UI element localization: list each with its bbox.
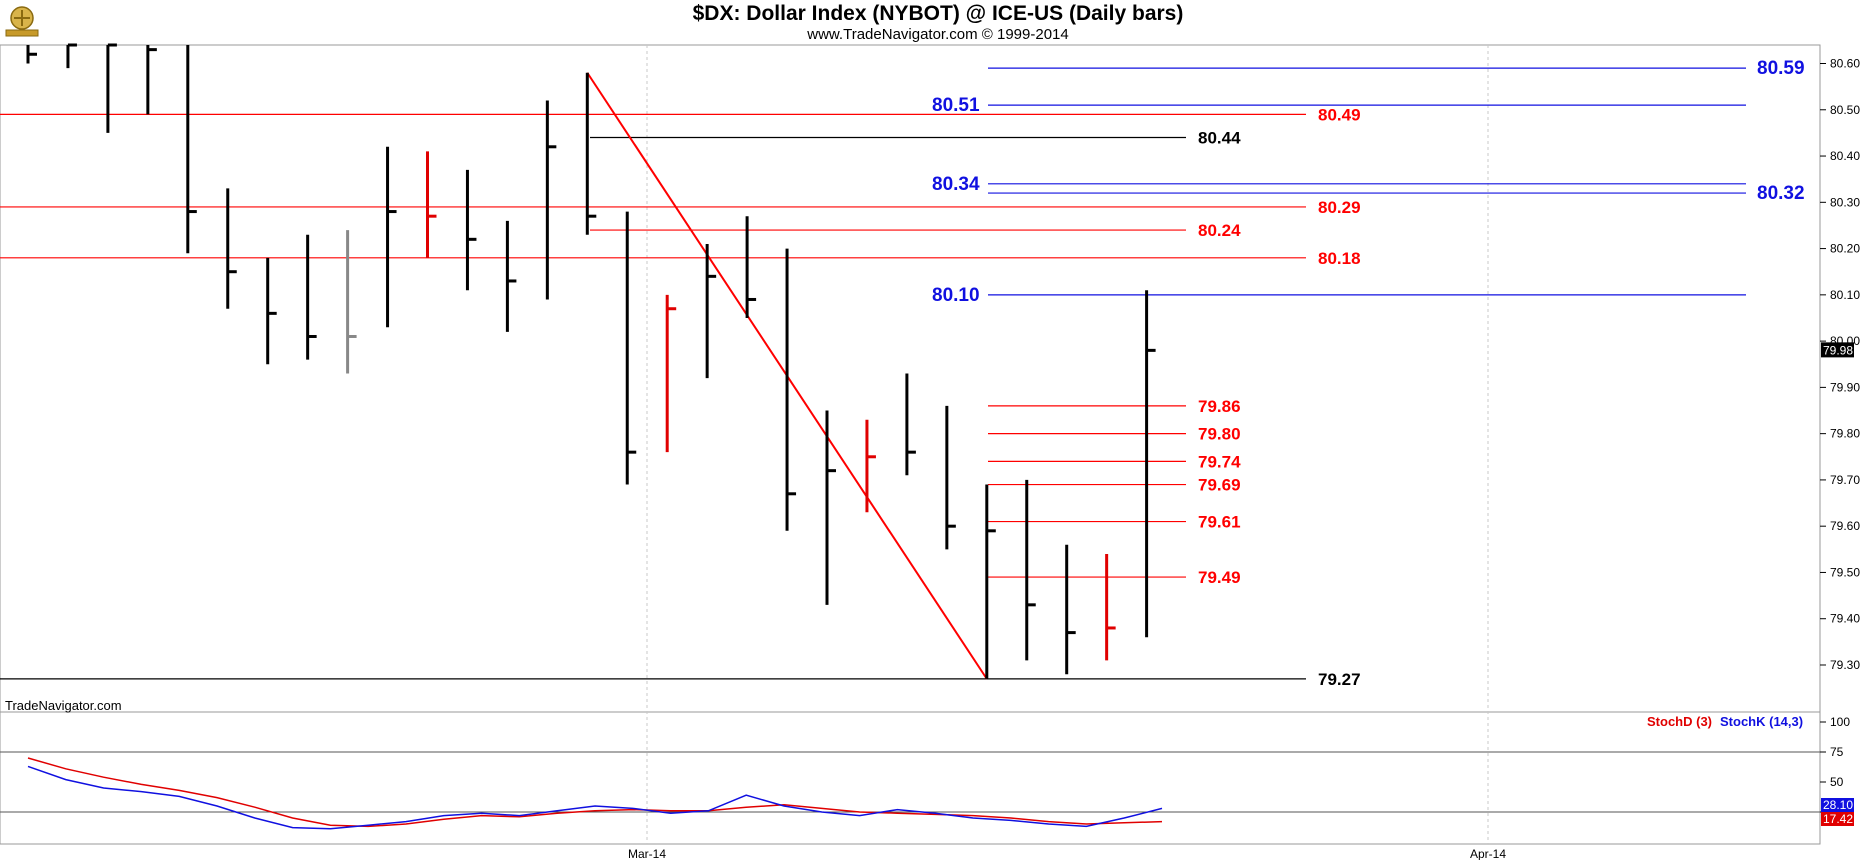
price-panel-frame [0,44,1821,713]
stoch-d-value-badge [1821,812,1854,826]
price-tick-label: 79.50 [1830,565,1860,579]
stoch-tick-label: 50 [1830,775,1844,789]
stoch-panel-frame [0,711,1821,845]
stoch-k-value: 28.10 [1823,798,1853,812]
stoch-d-line [27,757,1163,828]
stoch-d-legend: StochD (3) [1647,714,1712,729]
trade-navigator-logo-icon [5,6,39,37]
level-label: 80.24 [1198,221,1241,240]
price-tick-label: 79.40 [1830,612,1860,626]
stoch-tick-label: 75 [1830,745,1844,759]
last-price-label: 79.98 [1823,343,1853,357]
level-label: 79.74 [1198,452,1241,471]
price-tick-label: 79.30 [1830,658,1860,672]
price-tick-label: 79.90 [1830,380,1860,394]
price-tick-label: 79.80 [1830,427,1860,441]
level-label: 80.32 [1757,183,1805,204]
x-tick-label: Apr-14 [1470,847,1506,860]
price-tick-label: 79.70 [1830,473,1860,487]
level-label: 79.49 [1198,568,1241,587]
level-label: 79.86 [1198,397,1241,416]
level-label: 79.80 [1198,425,1241,444]
stoch-k-legend: StochK (14,3) [1720,714,1804,729]
stoch-d-value: 17.42 [1823,812,1853,826]
x-tick-label: Mar-14 [628,847,666,860]
level-label: 79.61 [1198,513,1241,532]
level-label: 80.34 [932,174,980,195]
level-label: 80.49 [1318,105,1361,124]
stoch-k-value-badge [1821,798,1854,812]
level-label: 80.59 [1757,58,1805,79]
price-tick-label: 80.40 [1830,149,1860,163]
watermark-label: TradeNavigator.com [5,698,122,713]
price-tick-label: 80.10 [1830,288,1860,302]
chart-subtitle: www.TradeNavigator.com © 1999-2014 [807,26,1069,43]
level-label: 80.29 [1318,198,1361,217]
level-label: 80.44 [1198,129,1241,148]
price-tick-label: 80.50 [1830,103,1860,117]
price-tick-label: 80.20 [1830,242,1860,256]
price-tick-label: 80.30 [1830,195,1860,209]
last-price-badge [1821,342,1854,358]
level-label: 79.69 [1198,476,1241,495]
price-tick-label: 79.60 [1830,519,1860,533]
level-label: 80.51 [932,95,980,116]
level-label: 80.18 [1318,249,1361,268]
level-label: 79.27 [1318,670,1361,689]
chart-title: $DX: Dollar Index (NYBOT) @ ICE-US (Dail… [692,2,1184,25]
level-label: 80.10 [932,285,980,306]
price-tick-label: 80.60 [1830,57,1860,71]
stoch-tick-label: 100 [1830,715,1850,729]
stoch-k-line [27,765,1163,830]
